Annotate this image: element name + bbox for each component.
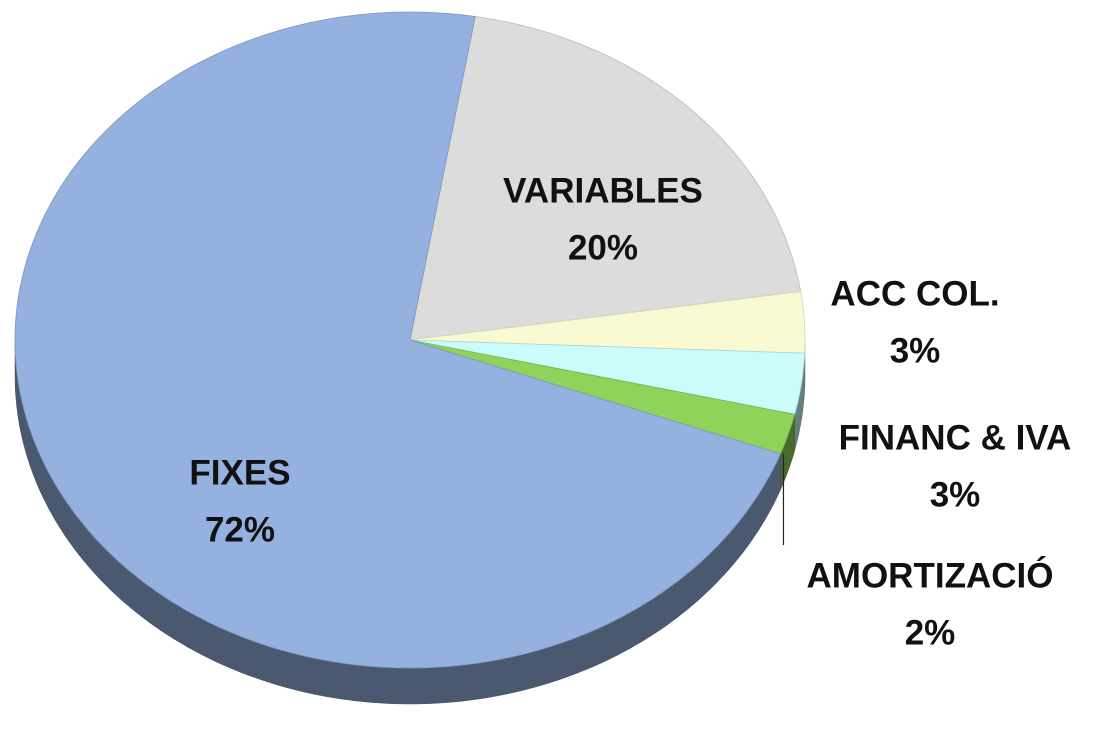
slice-label: FINANC & IVA [839, 418, 1072, 457]
slice-label: ACC COL. [830, 274, 999, 313]
slice [409, 339, 806, 415]
slice [409, 291, 806, 354]
slice-value-label: 3% [890, 331, 941, 370]
slice-value-label: 72% [205, 510, 275, 549]
slice-label: AMORTIZACIÓ [807, 555, 1054, 595]
slice [409, 16, 802, 341]
slice [14, 11, 782, 669]
slice [409, 339, 796, 455]
slice-label: VARIABLES [503, 171, 703, 210]
pie-tops [14, 11, 806, 669]
slice-value-label: 2% [905, 613, 956, 652]
slice-label: FIXES [189, 453, 290, 492]
slice-value-label: 20% [568, 228, 638, 267]
slice-value-label: 3% [930, 475, 981, 514]
